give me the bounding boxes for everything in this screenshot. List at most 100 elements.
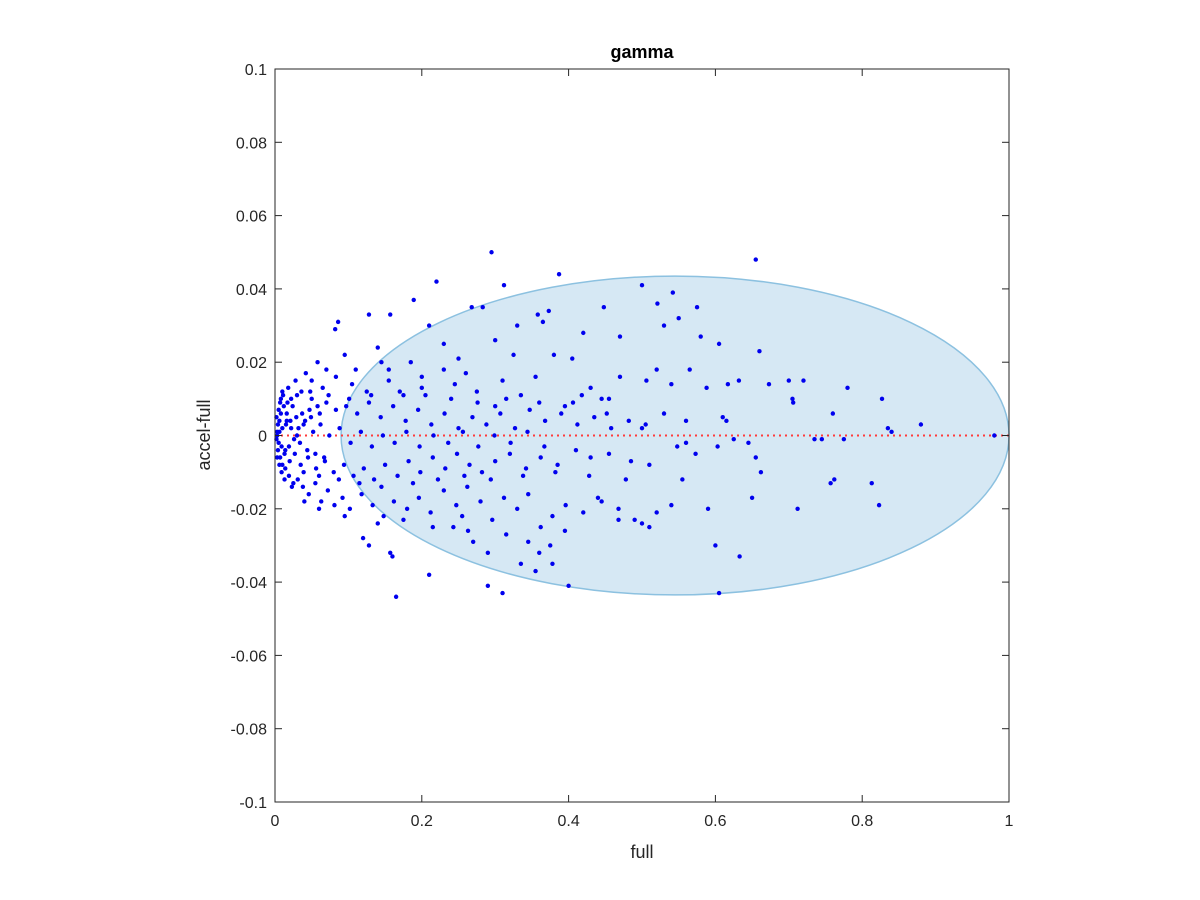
data-point [550,561,555,566]
data-point [315,403,320,409]
data-point [465,484,470,490]
data-point [537,400,542,405]
data-point [533,568,538,574]
ellipse-layer [340,275,1010,596]
chart-title: gamma [610,42,674,62]
x-tick-label: 1 [1005,813,1014,830]
data-point [694,305,700,310]
data-point [277,400,283,405]
data-point [556,272,562,277]
data-point [309,396,314,402]
data-point [644,378,649,383]
data-point [322,458,328,464]
data-point [277,429,282,435]
x-tick-label: 0.8 [851,813,873,830]
data-point [280,392,286,398]
data-point [316,506,322,511]
data-point [275,455,280,460]
data-point [508,440,513,446]
data-point [343,403,349,409]
data-point [278,396,284,402]
data-point [485,583,491,588]
data-point [716,341,722,347]
data-point [403,418,408,424]
data-point [319,499,324,504]
data-point [885,425,891,431]
data-point [801,378,806,383]
data-point [308,414,314,420]
data-point [715,444,720,449]
data-point [515,506,520,511]
data-point [581,510,586,515]
data-point [500,378,505,383]
data-point [828,480,833,486]
data-point [284,418,289,424]
data-point [337,425,342,431]
data-point [616,517,621,522]
data-point [475,400,480,405]
data-point [869,480,874,486]
data-point [286,385,291,391]
data-point [313,451,318,457]
data-point [604,411,609,416]
data-point [540,319,546,325]
x-tick-label: 0.4 [557,813,579,830]
x-axis-label: full [630,842,653,862]
data-point [288,425,294,431]
data-point [535,312,540,317]
data-point [406,458,411,464]
data-point [845,385,850,391]
y-ticks: -0.1 -0.08 -0.06 -0.04 -0.02 0 0.02 0.04 0.06 0.0… [231,62,1009,812]
data-point [276,440,281,446]
data-point [296,425,301,431]
data-point [841,436,847,442]
data-point [579,392,585,398]
data-point [430,455,436,460]
data-point [661,411,667,416]
data-point [527,407,532,413]
data-point [308,389,313,394]
data-point [832,477,837,482]
data-point [291,480,296,486]
data-point [459,513,465,519]
data-point [279,444,284,449]
data-point [303,370,309,376]
data-point [382,462,388,468]
data-point [397,389,402,394]
data-point [608,425,614,431]
data-point [419,374,424,380]
data-point [316,473,322,479]
data-point [375,521,380,526]
data-point [617,374,623,380]
data-point [435,477,441,482]
data-point [306,491,311,497]
data-point [879,396,885,402]
data-point [417,444,422,449]
data-point [379,360,384,365]
data-point [366,312,372,317]
data-point [309,378,314,383]
data-point [460,429,466,435]
data-point [647,524,652,530]
data-point [446,440,451,446]
data-point [462,473,467,479]
data-point [388,312,393,317]
data-point [434,279,439,284]
data-point [480,305,485,310]
data-point [366,543,372,548]
data-point [404,429,409,435]
data-point [386,378,391,383]
data-point [280,425,285,431]
data-point [786,378,791,383]
data-point [601,305,607,310]
y-tick-label: -0.1 [239,795,267,812]
data-point [595,495,601,501]
data-point [669,381,674,387]
data-point [526,491,531,497]
data-point [617,334,623,339]
data-point [301,469,306,475]
data-point [588,385,593,391]
data-point [347,506,353,511]
data-point [753,257,758,262]
data-point [332,327,338,332]
